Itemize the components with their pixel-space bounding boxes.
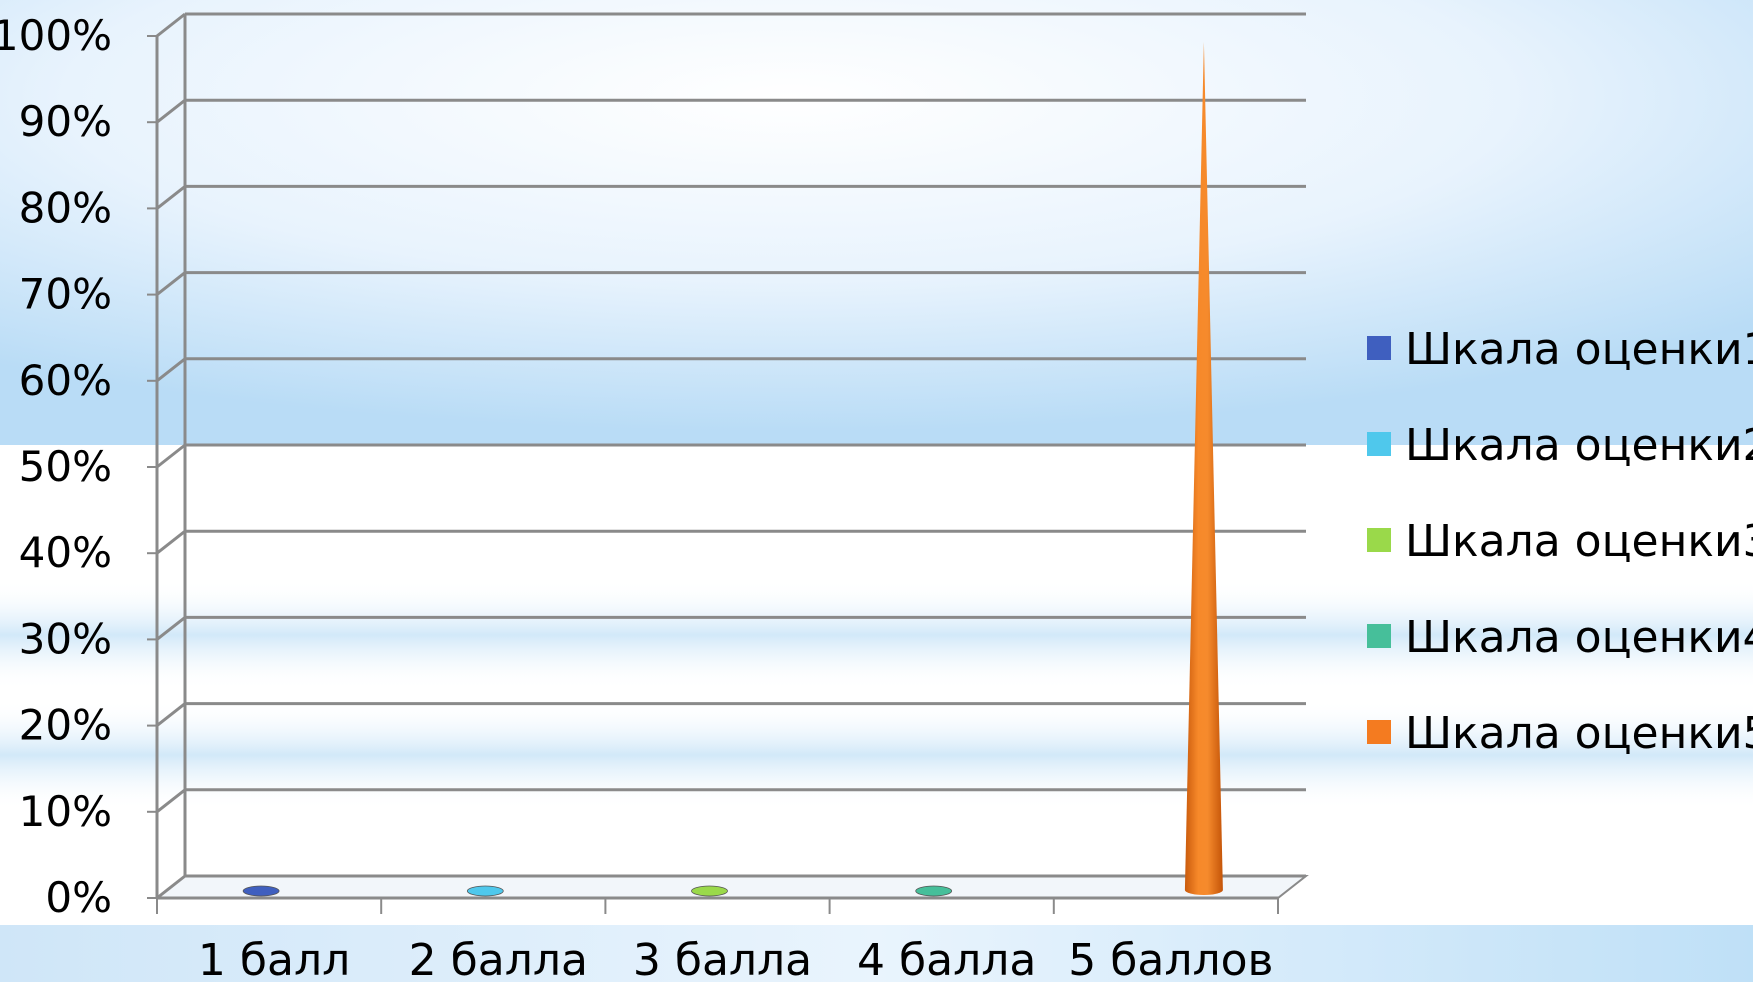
y-tick-label: 90%: [19, 97, 112, 146]
legend-swatch: [1367, 336, 1391, 360]
legend-label: Шкала оценки2: [1405, 420, 1753, 471]
gridline-diagonal: [156, 874, 186, 900]
legend: Шкала оценки1 Шкала оценки2 Шкала оценки3 Ш…: [1367, 324, 1753, 759]
x-axis-tick-labels: 1 балл 2 балла 3 балла 4 балла 5 баллов: [198, 935, 1274, 982]
x-tick-label: 3 балла: [633, 935, 812, 982]
gridline-diagonal: [156, 12, 186, 38]
chart-floor: [154, 875, 1309, 899]
gridline-diagonal: [156, 616, 186, 641]
legend-label: Шкала оценки3: [1405, 516, 1753, 567]
y-tick-label: 10%: [19, 787, 112, 836]
gridline-diagonal: [156, 99, 186, 124]
legend-label: Шкала оценки5: [1405, 708, 1753, 759]
gridline-diagonal: [156, 271, 186, 296]
gridline-diagonal: [156, 788, 186, 813]
y-tick-label: 40%: [19, 528, 112, 577]
y-tick-label: 70%: [19, 270, 112, 319]
bars: [242, 42, 1223, 897]
legend-swatch: [1367, 432, 1391, 456]
bar-шкала-оценки5: [1184, 42, 1223, 895]
x-tick-label: 1 балл: [198, 935, 350, 982]
legend-label: Шкала оценки4: [1405, 612, 1753, 663]
axes: [147, 14, 1279, 914]
x-tick-label: 2 балла: [409, 935, 588, 982]
cone-body: [1184, 42, 1223, 895]
bar-шкала-оценки4: [915, 885, 953, 897]
bar-шкала-оценки2: [466, 885, 504, 897]
x-tick-label: 4 балла: [857, 935, 1036, 982]
legend-label: Шкала оценки1: [1405, 324, 1753, 375]
legend-swatch: [1367, 624, 1391, 648]
y-tick-label: 80%: [19, 183, 112, 232]
gridline-diagonal: [156, 530, 186, 555]
gridlines: [156, 12, 1306, 900]
bar-шкала-оценки1: [242, 885, 280, 897]
y-tick-label: 60%: [19, 356, 112, 405]
legend-swatch: [1367, 528, 1391, 552]
bar-шкала-оценки3: [691, 885, 728, 897]
y-axis-tick-labels: 0% 10% 20% 30% 40% 50% 60% 70% 80% 90% 100%: [0, 11, 112, 922]
gridline-diagonal: [156, 185, 186, 210]
gridline-diagonal: [156, 443, 186, 469]
chart-floor-plane: [154, 875, 1309, 899]
x-tick-label: 5 баллов: [1068, 935, 1273, 982]
y-tick-label: 0%: [45, 873, 112, 922]
y-tick-label: 30%: [19, 614, 112, 663]
gridline-diagonal: [156, 357, 186, 382]
y-tick-label: 50%: [19, 442, 112, 491]
y-tick-label: 20%: [19, 701, 112, 750]
y-tick-label: 100%: [0, 11, 112, 60]
gridline-diagonal: [156, 702, 186, 727]
legend-swatch: [1367, 720, 1391, 744]
